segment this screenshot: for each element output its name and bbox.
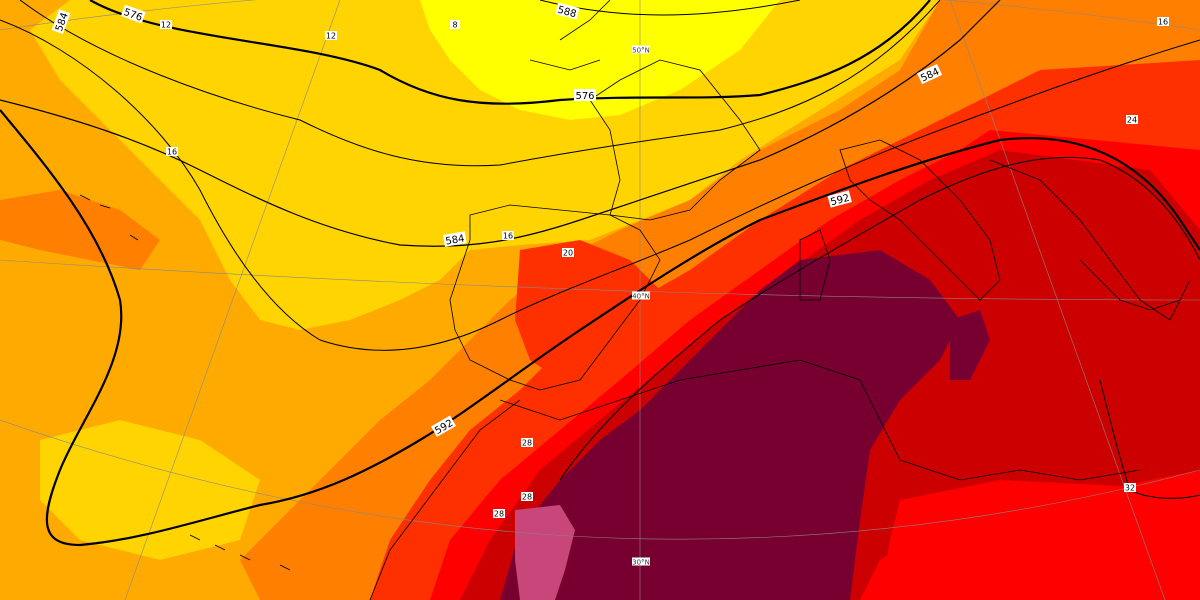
parallel-30: [0, 419, 1200, 540]
contour-label-576-center: 576: [575, 91, 594, 102]
temp-label-28-c: 28: [494, 510, 504, 519]
meridian-a: [124, 0, 341, 600]
temp-label-20: 20: [563, 249, 573, 258]
shade-36-italy: [950, 310, 990, 380]
contour-label-584-center: 584: [445, 233, 466, 247]
coast-azores: [79, 194, 139, 241]
temp-label-16-iberia: 16: [503, 232, 513, 241]
geopotential-contours: [0, 0, 1200, 547]
contour-596: [559, 156, 1200, 481]
coast-greece: [1079, 259, 1181, 311]
contour-label-588: 588: [556, 5, 577, 21]
lat-label-50: 50°N: [632, 47, 650, 55]
temp-label-12-center: 12: [326, 32, 336, 41]
contour-584-inner: [0, 19, 1200, 351]
shade-40: [515, 505, 575, 600]
temp-label-32: 32: [1125, 484, 1135, 493]
temp-label-28-a: 28: [522, 439, 532, 448]
shade-12-left: [40, 420, 260, 560]
temp-label-12-left: 12: [161, 21, 171, 30]
temp-label-16-left: 16: [167, 148, 177, 157]
temperature-label-group: 12 12 8 16 16 16 20 24 28 28 28 32: [160, 17, 1169, 519]
temp-label-16-right: 16: [1158, 18, 1168, 27]
contour-label-592-right: 592: [829, 193, 850, 209]
coast-north-africa: [499, 359, 1141, 481]
parallel-50: [0, 0, 1200, 31]
lat-label-40: 40°N: [632, 293, 650, 301]
coast-italy: [839, 139, 1001, 301]
meridian-c: [949, 0, 1166, 600]
shade-36: [500, 250, 960, 600]
shade-20-left: [0, 190, 160, 270]
shade-12: [30, 0, 940, 330]
contour-580: [19, 0, 941, 167]
coast-iberia: [449, 204, 661, 391]
coastlines: [79, 0, 1191, 600]
temp-label-24: 24: [1127, 116, 1137, 125]
coast-morocco: [369, 399, 521, 600]
coast-canaries: [189, 534, 291, 571]
contour-576: [89, 0, 931, 105]
coast-sardinia: [799, 229, 831, 301]
shade-28-lower-right: [880, 480, 1200, 600]
contour-592: [0, 109, 1200, 547]
temp-label-8: 8: [452, 21, 457, 30]
shade-24-iberia: [515, 240, 660, 380]
coast-france: [589, 59, 761, 221]
lat-label-30: 30°N: [632, 559, 650, 567]
coast-britain: [529, 0, 611, 71]
coast-balkans: [989, 159, 1191, 321]
contour-584: [0, 0, 1001, 247]
temp-label-28-b: 28: [522, 493, 532, 502]
parallel-40: [0, 259, 1200, 301]
latitude-label-group: 50°N 40°N 30°N: [632, 45, 650, 567]
